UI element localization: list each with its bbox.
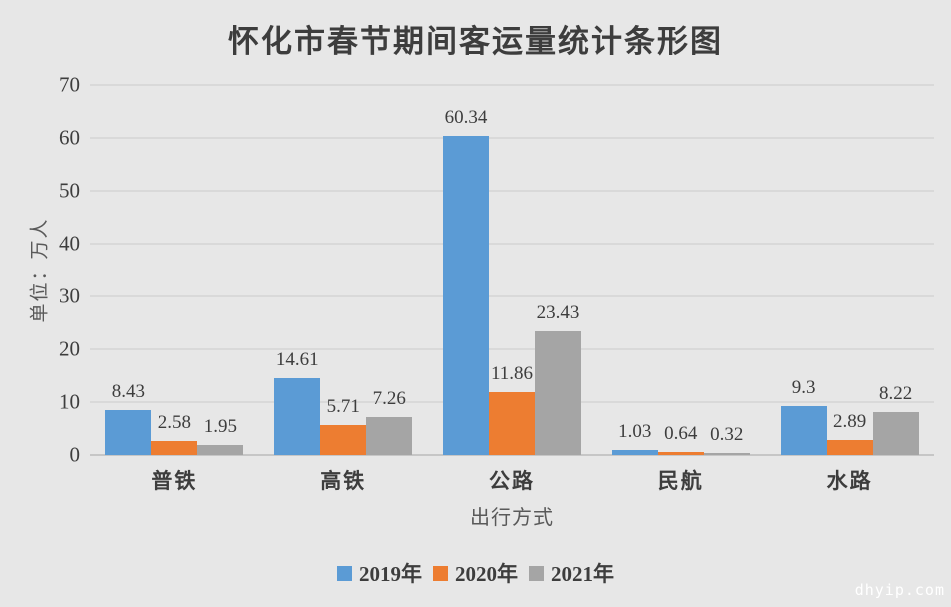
legend-swatch xyxy=(337,565,352,581)
bar-value-label: 23.43 xyxy=(536,302,580,324)
y-tick-label: 20 xyxy=(59,336,80,361)
bar xyxy=(534,331,581,455)
bar-groups: 8.43 2.58 1.95 14.61 5.71 7.26 60.34 11.86 23.43… xyxy=(90,85,934,455)
bar xyxy=(442,136,489,455)
x-axis-category-labels: 普铁 高铁 公路 民航 水路 xyxy=(90,465,934,495)
bar-group-bars: 9.3 2.89 8.22 xyxy=(780,85,919,455)
category-label: 水路 xyxy=(826,469,873,493)
category-label: 公路 xyxy=(488,469,535,493)
bar-group-bars: 60.34 11.86 23.43 xyxy=(442,85,581,455)
category-label: 民航 xyxy=(657,469,704,493)
bar xyxy=(105,410,152,455)
gridline xyxy=(90,295,934,298)
legend-item: 2019年 xyxy=(337,558,422,588)
bar xyxy=(780,405,827,455)
bar-value-label: 0.64 xyxy=(664,422,698,444)
y-tick-label: 0 xyxy=(69,442,81,467)
bar xyxy=(151,441,198,455)
bar xyxy=(274,377,321,455)
bar xyxy=(826,439,873,455)
y-tick-label: 10 xyxy=(59,389,80,414)
category-label: 普铁 xyxy=(151,469,198,493)
bar-value-label: 2.58 xyxy=(157,412,192,434)
bar-value-label: 9.3 xyxy=(791,376,816,398)
bar xyxy=(703,453,750,455)
bar-group: 8.43 2.58 1.95 xyxy=(90,85,259,455)
legend-item: 2020年 xyxy=(433,558,518,588)
bar-group-bars: 14.61 5.71 7.26 xyxy=(274,85,413,455)
bar xyxy=(366,416,413,455)
bar-value-label: 1.95 xyxy=(203,415,238,437)
bar xyxy=(488,392,535,455)
gridline xyxy=(90,242,934,245)
bar xyxy=(197,444,244,455)
bar-group: 9.3 2.89 8.22 xyxy=(765,85,934,455)
bar-group-bars: 8.43 2.58 1.95 xyxy=(105,85,244,455)
y-tick-label: 70 xyxy=(59,72,80,97)
legend: 2019年 2020年 2021年 xyxy=(0,558,951,588)
x-axis-line xyxy=(90,454,934,456)
legend-item: 2021年 xyxy=(529,558,614,588)
y-tick-label: 30 xyxy=(59,283,80,308)
bar-value-label: 11.86 xyxy=(490,363,533,385)
x-axis-title: 出行方式 xyxy=(470,507,554,529)
gridline xyxy=(90,136,934,139)
bar-value-label: 8.43 xyxy=(111,381,146,403)
bar-value-label: 0.32 xyxy=(710,424,744,446)
bar xyxy=(320,424,367,455)
bar-value-label: 60.34 xyxy=(444,107,488,129)
gridline xyxy=(90,348,934,351)
y-tick-label: 40 xyxy=(59,231,80,256)
gridline xyxy=(90,189,934,192)
bar-value-label: 8.22 xyxy=(878,382,913,404)
legend-swatch xyxy=(529,565,544,581)
legend-swatch xyxy=(433,565,448,581)
legend-label: 2019年 xyxy=(359,562,422,586)
bar xyxy=(611,449,658,455)
bar xyxy=(657,451,704,455)
y-tick-label: 50 xyxy=(59,178,80,203)
bar-value-label: 5.71 xyxy=(326,395,360,417)
bar-group: 1.03 0.64 0.32 xyxy=(596,85,765,455)
bar-value-label: 1.03 xyxy=(618,420,652,442)
gridline xyxy=(90,84,934,86)
bar-group: 60.34 11.86 23.43 xyxy=(428,85,597,455)
category-label: 高铁 xyxy=(320,469,367,493)
plot-area: 8.43 2.58 1.95 14.61 5.71 7.26 60.34 11.86 23.43… xyxy=(90,84,934,456)
y-tick-label: 60 xyxy=(59,125,80,150)
legend-label: 2021年 xyxy=(551,562,614,586)
bar-group-bars: 1.03 0.64 0.32 xyxy=(611,85,750,455)
bar-value-label: 2.89 xyxy=(832,410,867,432)
bar-group: 14.61 5.71 7.26 xyxy=(259,85,428,455)
bar-value-label: 7.26 xyxy=(372,387,406,409)
watermark: dhyip.com xyxy=(854,581,945,599)
bar-value-label: 14.61 xyxy=(275,348,319,370)
bar xyxy=(872,411,919,455)
y-axis-tick-labels: 0 10 20 30 40 50 60 70 xyxy=(0,74,80,465)
chart-title: 怀化市春节期间客运量统计条形图 xyxy=(228,24,723,59)
legend-label: 2020年 xyxy=(455,562,518,586)
